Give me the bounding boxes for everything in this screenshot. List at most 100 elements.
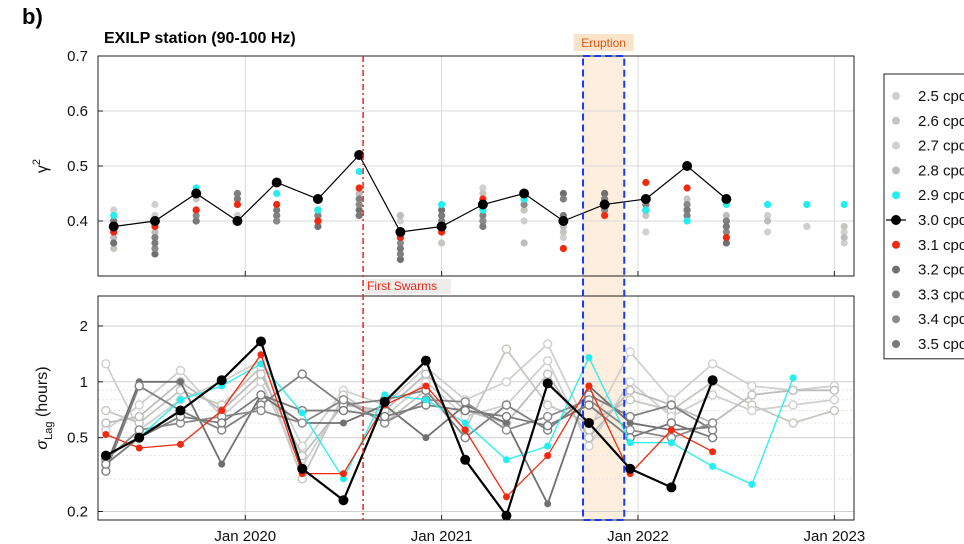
marker-cpd-3-0	[175, 406, 185, 416]
marker-cpd-2-6	[502, 345, 510, 353]
bottom-y-tick-label: 2	[80, 318, 88, 335]
marker-cpd-2-6	[830, 407, 838, 415]
legend-marker-cpd-2-7	[892, 142, 900, 150]
marker-cpd-2-5	[102, 360, 110, 368]
legend-marker-cpd-3-5	[892, 340, 900, 348]
legend: 2.5 cpd2.6 cpd2.7 cpd2.8 cpd2.9 cpd3.0 c…	[884, 74, 964, 359]
legend-marker-cpd-3-0	[891, 215, 901, 225]
point-cpd-3-0	[313, 194, 323, 204]
marker-cpd-3-4	[626, 426, 634, 434]
point-cpd-3-5	[723, 223, 730, 230]
marker-cpd-3-4	[339, 396, 347, 404]
marker-cpd-2-8	[830, 386, 838, 394]
point-cpd-2-6	[841, 223, 848, 230]
marker-cpd-2-7	[709, 391, 717, 399]
marker-cpd-3-5	[339, 407, 347, 415]
subscript: Lag	[43, 422, 55, 440]
first-swarms-label: First Swarms	[367, 279, 437, 293]
point-cpd-3-0	[519, 189, 529, 199]
point-cpd-3-0	[682, 161, 692, 171]
point-cpd-3-0	[478, 200, 488, 210]
legend-label: 2.8 cpd	[918, 162, 964, 179]
marker-cpd-3-0	[297, 464, 307, 474]
legend-label: 3.5 cpd	[918, 336, 964, 353]
top-y-tick-label: 0.7	[67, 48, 88, 65]
gamma-symbol: γ	[34, 165, 51, 173]
legend-marker-cpd-3-4	[892, 315, 900, 323]
marker-cpd-3-1	[503, 493, 510, 500]
point-cpd-2-8	[841, 234, 848, 241]
marker-cpd-3-0	[543, 378, 553, 388]
chart-title: EXILP station (90-100 Hz)	[104, 30, 296, 47]
top-panel-grid	[98, 56, 854, 276]
bottom-y-axis-label: σLag (hours)	[34, 366, 55, 449]
point-cpd-3-2	[110, 239, 117, 246]
point-cpd-3-5	[193, 217, 200, 224]
legend-label: 2.5 cpd	[918, 88, 964, 105]
marker-cpd-3-2	[544, 500, 551, 507]
point-cpd-3-1	[356, 184, 363, 191]
marker-cpd-2-7	[789, 401, 797, 409]
x-tick-label: Jan 2022	[607, 528, 669, 544]
marker-cpd-2-7	[626, 378, 634, 386]
marker-cpd-3-5	[381, 413, 389, 421]
point-cpd-3-5	[438, 212, 445, 219]
marker-cpd-2-8	[585, 434, 593, 442]
legend-label: 2.6 cpd	[918, 113, 964, 130]
marker-cpd-3-2	[422, 434, 429, 441]
top-y-axis-label: γ2	[31, 159, 51, 173]
point-cpd-2-5	[764, 228, 771, 235]
marker-cpd-2-7	[544, 357, 552, 365]
legend-marker-cpd-3-1	[892, 241, 900, 249]
point-cpd-2-9	[642, 206, 649, 213]
x-tick-label: Jan 2021	[411, 528, 473, 544]
marker-cpd-3-4	[502, 426, 510, 434]
marker-cpd-3-0	[460, 455, 470, 465]
x-tick-label: Jan 2020	[214, 528, 276, 544]
marker-cpd-2-9	[544, 443, 551, 450]
top-y-tick-label: 0.4	[67, 213, 88, 230]
legend-marker-cpd-3-3	[892, 290, 900, 298]
marker-cpd-3-2	[340, 419, 347, 426]
marker-cpd-3-3	[298, 370, 306, 378]
point-cpd-3-0	[109, 222, 119, 232]
legend-label: 2.7 cpd	[918, 138, 964, 155]
point-cpd-2-9	[314, 206, 321, 213]
point-cpd-3-5	[397, 245, 404, 252]
x-tick-label: Jan 2023	[803, 528, 865, 544]
marker-cpd-3-0	[338, 495, 348, 505]
marker-cpd-2-9	[668, 439, 675, 446]
series-line-3-0-cpd	[114, 155, 727, 232]
point-cpd-3-0	[150, 216, 160, 226]
marker-cpd-3-0	[134, 433, 144, 443]
marker-cpd-3-0	[217, 375, 227, 385]
legend-marker-cpd-2-6	[892, 117, 900, 125]
point-cpd-3-0	[191, 189, 201, 199]
marker-cpd-3-5	[667, 419, 675, 427]
marker-cpd-2-5	[709, 360, 717, 368]
marker-cpd-3-1	[340, 470, 347, 477]
marker-cpd-3-0	[380, 397, 390, 407]
point-cpd-3-1	[234, 201, 241, 208]
series-line-cpd-2-5	[106, 344, 835, 446]
marker-cpd-2-8	[626, 386, 634, 394]
marker-cpd-2-9	[299, 409, 306, 416]
marker-cpd-3-3	[135, 382, 143, 390]
marker-cpd-3-1	[668, 426, 675, 433]
marker-cpd-2-8	[748, 391, 756, 399]
top-y-tick-label: 0.5	[67, 158, 88, 175]
marker-cpd-2-8	[789, 386, 797, 394]
top-y-tick-label: 0.6	[67, 103, 88, 120]
point-cpd-2-9	[683, 217, 690, 224]
legend-label: 3.0 cpd	[918, 212, 964, 229]
marker-cpd-2-9	[422, 396, 429, 403]
point-cpd-3-5	[356, 212, 363, 219]
bottom-y-tick-label: 0.5	[67, 430, 88, 447]
marker-cpd-3-3	[502, 401, 510, 409]
marker-cpd-2-6	[102, 407, 110, 415]
marker-cpd-3-0	[101, 451, 111, 461]
marker-cpd-3-2	[177, 378, 184, 385]
marker-cpd-2-8	[257, 370, 265, 378]
point-cpd-3-5	[683, 206, 690, 213]
marker-cpd-3-0	[421, 356, 431, 366]
